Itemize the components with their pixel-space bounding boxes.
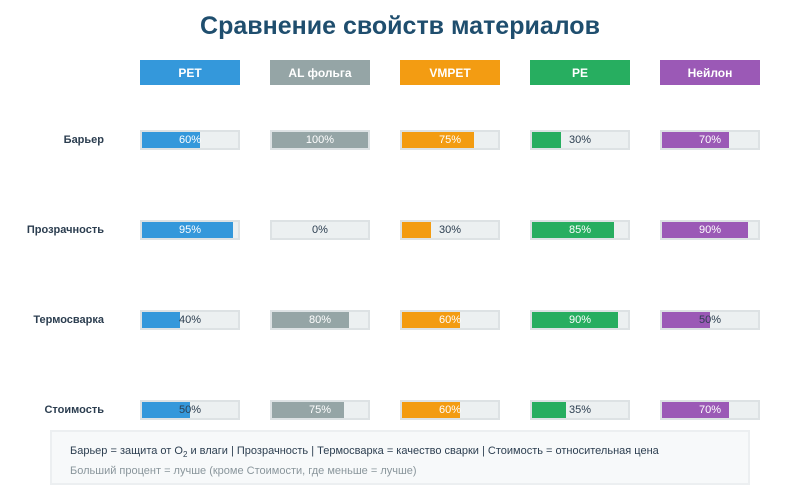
bar-value-label: 40% [178, 314, 202, 326]
bar-value-label: 60% [438, 314, 462, 326]
property-bar: 75% [400, 130, 500, 150]
property-bar: 90% [530, 310, 630, 330]
property-label: Прозрачность [26, 224, 104, 236]
property-bar: 35% [530, 400, 630, 420]
bar-value-label: 90% [698, 224, 722, 236]
bar-value-label: 0% [312, 224, 328, 236]
bar-value-label: 35% [568, 404, 592, 416]
bar-value-label: 60% [438, 404, 462, 416]
bar-fill [402, 132, 474, 148]
property-bar: 50% [140, 400, 240, 420]
bar-value-label: 70% [698, 404, 722, 416]
property-bar: 90% [660, 220, 760, 240]
property-bar: 70% [660, 400, 760, 420]
property-bar: 70% [660, 130, 760, 150]
bar-fill [532, 222, 614, 238]
bar-value-label: 90% [568, 314, 592, 326]
bar-fill [142, 132, 200, 148]
property-bar: 85% [530, 220, 630, 240]
bar-fill [662, 132, 730, 148]
bar-value-label: 50% [698, 314, 722, 326]
bar-fill [142, 402, 190, 418]
bar-fill [142, 312, 181, 328]
bar-value-label: 60% [178, 134, 202, 146]
material-header: PE [530, 60, 630, 85]
bar-fill [662, 222, 749, 238]
property-bar: 60% [140, 130, 240, 150]
bar-value-label: 50% [178, 404, 202, 416]
bar-value-label: 30% [438, 224, 462, 236]
material-header: AL фольга [270, 60, 370, 85]
material-header: PET [140, 60, 240, 85]
property-label: Барьер [63, 134, 104, 146]
property-bar: 100% [270, 130, 370, 150]
bar-fill [272, 132, 368, 148]
property-bar: 0% [270, 220, 370, 240]
property-bar: 75% [270, 400, 370, 420]
bar-value-label: 30% [568, 134, 592, 146]
property-bar: 60% [400, 400, 500, 420]
property-bar: 40% [140, 310, 240, 330]
bar-fill [662, 312, 710, 328]
bar-value-label: 75% [438, 134, 462, 146]
legend-text-b: и влаги | Прозрачность | Термосварка = к… [187, 445, 659, 457]
bar-value-label: 70% [698, 134, 722, 146]
bar-value-label: 95% [178, 224, 202, 236]
bar-fill [402, 312, 460, 328]
property-bar: 80% [270, 310, 370, 330]
bar-fill [532, 402, 566, 418]
bar-fill [402, 402, 460, 418]
material-header: VMPET [400, 60, 500, 85]
page-title: Сравнение свойств материалов [200, 12, 600, 40]
property-bar: 50% [660, 310, 760, 330]
property-bar: 95% [140, 220, 240, 240]
bar-fill [142, 222, 234, 238]
bar-fill [402, 222, 431, 238]
bar-value-label: 100% [305, 134, 335, 146]
bar-value-label: 85% [568, 224, 592, 236]
property-bar: 30% [530, 130, 630, 150]
material-header: Нейлон [660, 60, 760, 85]
property-label: Стоимость [44, 404, 104, 416]
property-label: Термосварка [33, 314, 104, 326]
bar-fill [662, 402, 730, 418]
property-bar: 30% [400, 220, 500, 240]
property-bar: 60% [400, 310, 500, 330]
bar-value-label: 80% [308, 314, 332, 326]
bar-fill [532, 132, 561, 148]
legend-subscript: 2 [182, 450, 188, 460]
bar-value-label: 75% [308, 404, 332, 416]
legend-text-a: Барьер = защита от O [70, 445, 183, 457]
legend-box: Барьер = защита от O2 и влаги | Прозрачн… [50, 430, 750, 485]
legend-line-1: Барьер = защита от O2 и влаги | Прозрачн… [70, 445, 659, 459]
bar-fill [272, 402, 344, 418]
legend-line-2: Больший процент = лучше (кроме Стоимости… [70, 465, 417, 477]
bar-fill [272, 312, 349, 328]
bar-fill [532, 312, 619, 328]
